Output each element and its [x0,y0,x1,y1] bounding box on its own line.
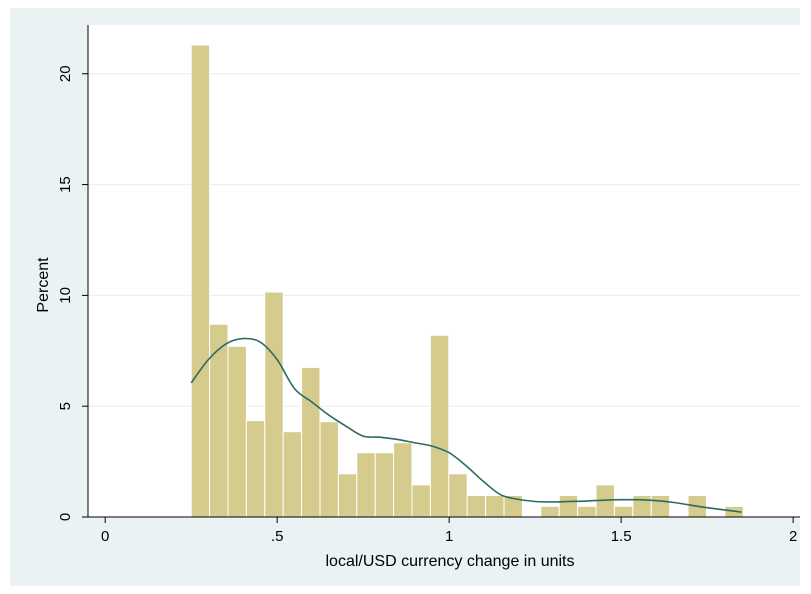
histogram-bar [577,505,597,518]
x-tick-label: 1.5 [611,528,632,545]
histogram-bar [429,334,450,518]
histogram-bar [393,442,413,518]
y-tick-label: 10 [57,287,74,304]
histogram-bar [613,505,634,518]
histogram-bar [411,484,431,518]
histogram-bar [632,495,652,518]
histogram-bar [485,495,505,518]
y-axis-title: Percent [35,257,52,313]
histogram-bar [190,44,211,518]
y-tick-label: 20 [57,65,74,82]
x-axis-title: local/USD currency change in units [325,553,574,570]
histogram-bar [282,431,303,518]
histogram-bar [264,291,284,518]
histogram-bars [190,44,744,518]
histogram-bar [374,452,395,518]
x-tick-label: .5 [271,528,284,545]
histogram-bar [337,473,358,518]
density-curve [190,337,742,513]
histogram-bar [209,323,229,518]
histogram-bar [245,420,266,518]
histogram-bar [301,366,321,518]
histogram-bar [466,495,487,518]
x-tick-label: 1 [445,528,453,545]
histogram-bar [650,495,671,518]
histogram-bar [448,473,468,518]
y-tick-label: 0 [57,513,74,521]
histogram-bar [319,421,339,518]
histogram-bar [540,505,560,518]
histogram-bar [558,495,579,518]
x-tick-label: 0 [101,528,109,545]
histogram-bar [227,345,247,518]
histogram-bar [356,452,376,518]
y-tick-label: 15 [57,176,74,193]
x-tick-label: 2 [789,528,797,545]
y-tick-label: 5 [57,402,74,410]
